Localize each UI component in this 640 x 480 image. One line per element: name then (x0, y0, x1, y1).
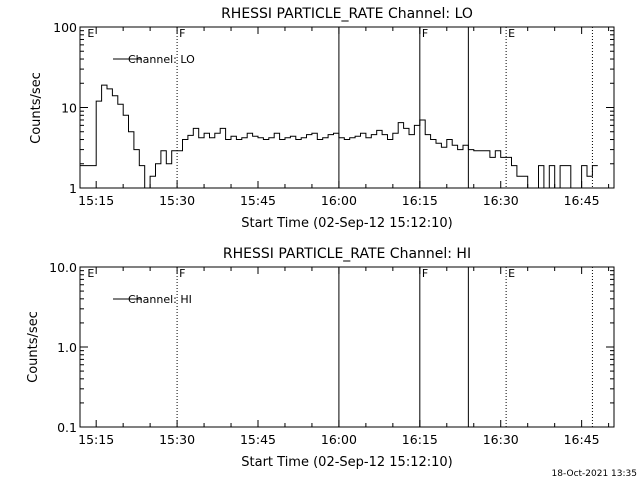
y-axis-label: Counts/sec (29, 72, 44, 144)
x-tick-label: 16:45 (564, 193, 600, 208)
x-tick-label: 16:00 (321, 432, 357, 447)
x-tick-label: 16:30 (483, 432, 519, 447)
x-tick-label: 15:30 (159, 432, 195, 447)
hi-channel-panel: RHESSI PARTICLE_RATE Channel: HI Counts/… (26, 246, 615, 470)
legend-entry: Channel: LO (128, 53, 195, 66)
chart-title: RHESSI PARTICLE_RATE Channel: HI (223, 246, 471, 262)
chart-title: RHESSI PARTICLE_RATE Channel: LO (221, 6, 473, 22)
legend: Channel: HI (113, 293, 192, 306)
x-tick-label: 16:00 (321, 193, 357, 208)
event-marker-label: E (87, 267, 94, 280)
legend-entry: Channel: HI (128, 293, 192, 306)
event-marker-label: F (422, 27, 428, 40)
y-tick-label: 10.0 (49, 260, 77, 275)
x-tick-label: 15:15 (78, 193, 114, 208)
y-tick-label: 10 (61, 101, 77, 116)
x-tick-label: 16:30 (483, 193, 519, 208)
x-tick-label: 15:15 (78, 432, 114, 447)
y-tick-label: 0.1 (57, 420, 77, 435)
legend: Channel: LO (113, 53, 195, 66)
x-tick-label: 15:45 (240, 432, 276, 447)
event-marker-label: E (508, 27, 515, 40)
event-marker-label: F (179, 27, 185, 40)
x-tick-label: 16:15 (402, 432, 438, 447)
x-tick-label: 16:15 (402, 193, 438, 208)
y-tick-label: 100 (53, 20, 77, 35)
y-tick-label: 1.0 (57, 340, 77, 355)
event-marker-label: E (87, 27, 94, 40)
y-tick-label: 1 (69, 181, 77, 196)
footer-timestamp: 18-Oct-2021 13:35 (552, 469, 637, 479)
x-axis-label: Start Time (02-Sep-12 15:12:10) (241, 455, 452, 470)
x-tick-label: 15:30 (159, 193, 195, 208)
event-marker-label: F (422, 267, 428, 280)
x-axis-label: Start Time (02-Sep-12 15:12:10) (241, 216, 452, 231)
y-axis-label: Counts/sec (26, 311, 41, 383)
event-marker-label: E (508, 267, 515, 280)
series-line (80, 84, 598, 189)
event-marker-label: F (179, 267, 185, 280)
lo-channel-panel: RHESSI PARTICLE_RATE Channel: LO Counts/… (29, 6, 615, 231)
x-tick-label: 15:45 (240, 193, 276, 208)
x-tick-label: 16:45 (564, 432, 600, 447)
